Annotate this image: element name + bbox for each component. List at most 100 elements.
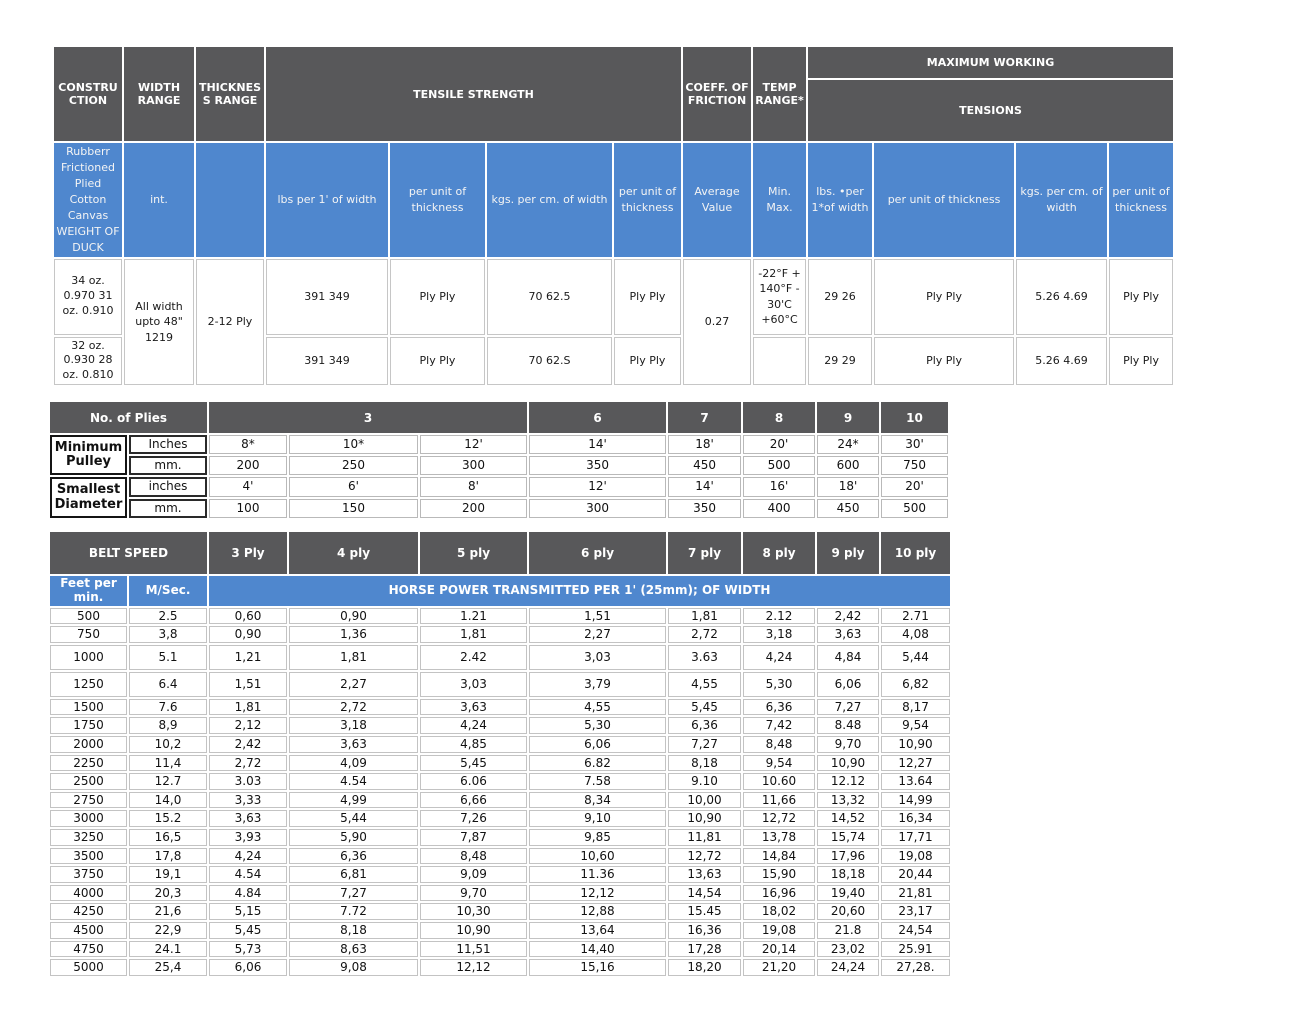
table-cell: 12,72 [743, 810, 816, 827]
table-cell: 250 [289, 456, 418, 476]
table-cell: 4,55 [529, 698, 667, 716]
table-cell: 7,26 [420, 810, 528, 827]
unit-inches-2: inches [129, 477, 207, 497]
table-cell: 24,24 [817, 959, 880, 976]
table-cell: 4,99 [289, 791, 419, 809]
table-cell: 8* [209, 435, 287, 455]
table-cell: 21,20 [743, 959, 816, 976]
table-cell: 200 [420, 498, 528, 518]
col-header-thickness-range: THICKNESS RANGE [196, 47, 264, 141]
table-cell: 22,9 [129, 921, 208, 939]
table-cell: 18,18 [817, 866, 880, 883]
table-cell: 9,09 [420, 866, 528, 883]
table-cell: 12' [420, 435, 528, 455]
table-cell: 20,60 [817, 903, 880, 920]
table-row: Minimum Pulley Inches 8* 10* 12' 14' 18'… [50, 435, 949, 476]
table-cell: 2250 [50, 754, 127, 772]
table-cell: 0,60 [209, 607, 288, 625]
table-row: 4500 22,9 5,45 8,18 10,90 13,64 16,36 19,08 21.8… [50, 921, 951, 939]
table-cell: 4,55 [668, 671, 742, 697]
table-cell: 11.36 [529, 866, 667, 883]
table-cell: 2,72 [289, 698, 419, 716]
table-cell: 5000 [50, 959, 127, 976]
cell-coeff: 0.27 [683, 258, 752, 386]
table-cell: 1,81 [289, 644, 419, 670]
table-cell: 500 [743, 456, 816, 476]
table-cell: 5,90 [289, 828, 419, 846]
table-cell: 6,36 [743, 698, 816, 716]
table-cell: 15.2 [129, 810, 208, 827]
col-header-plies-9: 9 [817, 402, 880, 433]
table-row: 4000 20,3 4.84 7,27 9,70 12,12 14,54 16,96 19,40… [50, 884, 951, 902]
col-header-plies-3: 3 [209, 402, 528, 433]
col-header-temp-range: TEMP RANGE* [753, 47, 807, 141]
subheader-per-unit-thickness-3: per unit of thickness [874, 143, 1015, 257]
table-cell: 17,8 [129, 847, 208, 865]
table-cell: 1,36 [289, 626, 419, 643]
table-cell: 12,12 [529, 884, 667, 902]
table-cell: 9,70 [420, 884, 528, 902]
pulley-diameter-table: No. of Plies 3 6 7 8 9 10 Minimum Pulley… [48, 400, 950, 520]
table-cell: 350 [668, 498, 742, 518]
cell-kgs-width-mw-2: 5.26 4.69 [1016, 336, 1108, 386]
subheader-average-value: Average Value [683, 143, 752, 257]
table-cell: 23,17 [881, 903, 951, 920]
table-cell: 3,03 [420, 671, 528, 697]
table-row: 3250 16,5 3,93 5,90 7,87 9,85 11,81 13,78 15,74 1… [50, 828, 951, 846]
col-header-7ply: 7 ply [668, 532, 742, 574]
table-cell: 3,79 [529, 671, 667, 697]
table-cell: 20,14 [743, 940, 816, 958]
table-cell: 1,81 [420, 626, 528, 643]
table-row: 4250 21,6 5,15 7.72 10,30 12,88 15.45 18,02 20,6… [50, 903, 951, 920]
cell-kgs-width-2: 70 62.S [487, 336, 612, 386]
table-cell: 4000 [50, 884, 127, 902]
col-header-no-of-plies: No. of Plies [50, 402, 207, 433]
table-cell: 9,70 [817, 735, 880, 753]
table-cell: 6,36 [668, 717, 742, 734]
unit-mm-2: mm. [129, 498, 207, 518]
table-cell: 10.60 [743, 773, 816, 790]
table-cell: 14,40 [529, 940, 667, 958]
table-cell: 7,42 [743, 717, 816, 734]
table-cell: 9,08 [289, 959, 419, 976]
table-cell: 20' [743, 435, 816, 455]
table-cell: 1.21 [420, 607, 528, 625]
table-cell: 4,24 [743, 644, 816, 670]
table-cell: 3,8 [129, 626, 208, 643]
table-cell: 6' [289, 477, 418, 497]
col-header-4ply: 4 ply [289, 532, 419, 574]
table-cell: 30' [881, 435, 949, 455]
table-cell: 6,66 [420, 791, 528, 809]
table-row: 5000 25,4 6,06 9,08 12,12 15,16 18,20 21,20 24,2… [50, 959, 951, 976]
table-cell: 15,90 [743, 866, 816, 883]
cell-lbs-width-1: 391 349 [266, 258, 388, 335]
cell-lbs-width-mw-2: 29 29 [808, 336, 873, 386]
table-cell: 27,28. [881, 959, 951, 976]
table-cell: 3.63 [668, 644, 742, 670]
table-cell: 4,09 [289, 754, 419, 772]
table-cell: 10,90 [881, 735, 951, 753]
table-row: 3750 19,1 4.54 6,81 9,09 11.36 13,63 15,90 18,18… [50, 866, 951, 883]
table-cell: 10,90 [817, 754, 880, 772]
cell-per-thick-2b: Ply Ply [614, 336, 682, 386]
cell-thickness-range: 2-12 Ply [196, 258, 264, 386]
table-cell: 14' [529, 435, 667, 455]
table-row: 34 oz. 0.970 31 oz. 0.910 All width upto… [54, 258, 1174, 386]
table-row: 750 3,8 0,90 1,36 1,81 2,27 2,72 3,18 3,63 4,08 [50, 626, 951, 643]
table-cell: 21,6 [129, 903, 208, 920]
col-header-plies-7: 7 [668, 402, 742, 433]
table-cell: 4750 [50, 940, 127, 958]
subheader-construction-desc: Rubberr Frictioned Plied Cotton Canvas W… [54, 143, 122, 257]
table-cell: 10,90 [668, 810, 742, 827]
table-cell: 5,44 [289, 810, 419, 827]
table-cell: 2,72 [209, 754, 288, 772]
subheader-per-unit-thickness-1: per unit of thickness [390, 143, 485, 257]
table-cell: 3,18 [289, 717, 419, 734]
table-cell: 18' [668, 435, 742, 455]
table-cell: 3250 [50, 828, 127, 846]
cell-per-thick-2c: Ply Ply [874, 336, 1015, 386]
col-header-plies-6: 6 [529, 402, 667, 433]
table-cell: 400 [743, 498, 816, 518]
table-cell: 8,18 [289, 921, 419, 939]
